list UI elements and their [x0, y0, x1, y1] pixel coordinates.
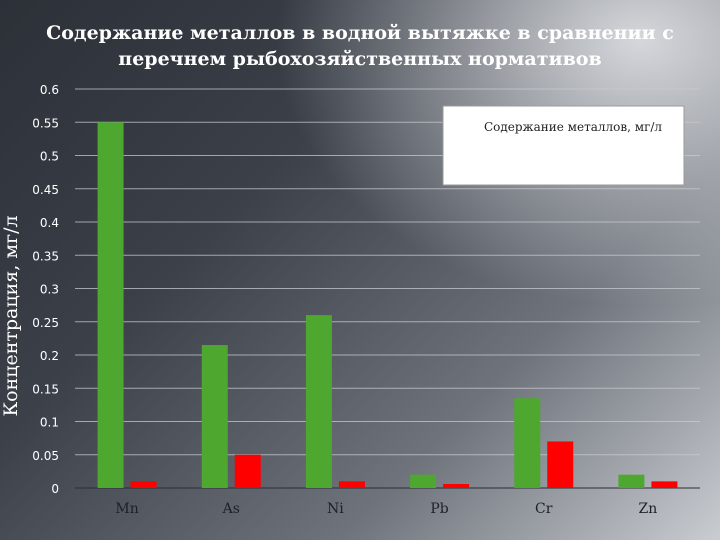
y-tick-label: 0.5	[40, 150, 59, 164]
y-tick-label: 0.15	[32, 382, 59, 396]
bar-series-1-Zn	[618, 474, 645, 488]
gridlines	[75, 88, 700, 456]
y-tick-label: 0.35	[32, 249, 59, 263]
y-tick-label: 0.4	[40, 216, 59, 230]
bar-series-2-As	[234, 454, 261, 488]
bar-series-2-Zn	[651, 481, 678, 488]
y-tick-label: 0.3	[40, 283, 59, 297]
x-tick-label: Pb	[430, 501, 448, 517]
chart-title-line-1: Содержание металлов в водной вытяжке в с…	[46, 22, 674, 44]
y-tick-label: 0.25	[32, 316, 59, 330]
bar-series-1-Cr	[514, 398, 541, 488]
y-tick-label: 0	[51, 482, 59, 496]
legend: Содержание металлов, мг/л	[442, 105, 685, 186]
y-axis-label: Концентрация, мг/л	[0, 215, 22, 416]
chart-title: Содержание металлов в водной вытяжке в с…	[40, 20, 680, 72]
bar-series-2-Ni	[338, 481, 365, 488]
bars	[97, 122, 678, 488]
x-tick-label: Ni	[327, 501, 344, 517]
y-axis-ticks: 0 0.05 0.1 0.15 0.2 0.25 0.3 0.35 0.4 0.45 0.5 0.55…	[32, 83, 59, 496]
y-tick-label: 0.45	[32, 183, 59, 197]
x-tick-label: Mn	[115, 501, 138, 517]
bar-series-1-As	[201, 345, 228, 488]
y-tick-label: 0.2	[40, 349, 59, 363]
bar-series-2-Mn	[130, 481, 157, 488]
y-tick-label: 0.6	[40, 83, 59, 97]
bar-series-2-Pb	[443, 484, 470, 488]
x-axis-ticks: Mn As Ni Pb Cr Zn	[115, 501, 657, 517]
bar-series-2-Cr	[547, 441, 574, 488]
legend-label: Содержание металлов, мг/л	[484, 120, 662, 134]
y-tick-label: 0.1	[40, 416, 59, 430]
y-tick-label: 0.05	[32, 449, 59, 463]
chart-title-line-2: перечнем рыбохозяйственных нормативов	[118, 48, 602, 70]
y-tick-label: 0.55	[32, 116, 59, 130]
x-tick-label: Cr	[535, 501, 553, 517]
bar-series-1-Pb	[410, 474, 437, 488]
x-tick-label: Zn	[639, 501, 658, 517]
bar-series-1-Ni	[305, 315, 332, 488]
x-tick-label: As	[222, 501, 240, 517]
legend-box	[442, 105, 685, 186]
bar-series-1-Mn	[97, 122, 124, 488]
